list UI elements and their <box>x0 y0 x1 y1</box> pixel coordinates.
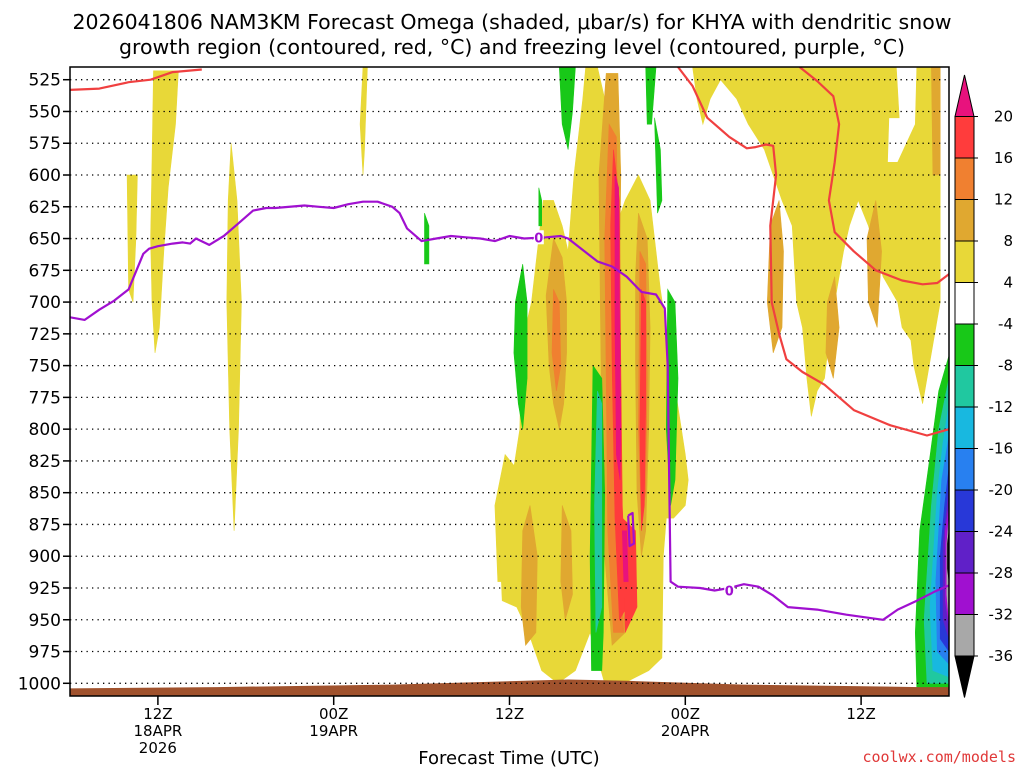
omega-region-22 <box>614 174 622 481</box>
terrain-fill <box>70 679 949 696</box>
terrain-layer <box>70 679 949 696</box>
contour-dgz-red-2 <box>677 67 949 437</box>
y-tick-label-900: 900 <box>29 547 61 567</box>
y-tick-label-750: 750 <box>29 357 61 377</box>
colorbar-label-13: -36 <box>989 647 1014 665</box>
y-tick-label-850: 850 <box>29 484 61 504</box>
colorbar-arrow-bottom <box>954 655 975 698</box>
x-tick-label-4-1: 12Z <box>846 705 875 723</box>
x-tick-label-1-1: 00Z <box>319 705 348 723</box>
y-tick-label-875: 875 <box>29 515 61 535</box>
y-tick-label-600: 600 <box>29 166 61 186</box>
omega-region-25 <box>538 187 543 227</box>
x-tick-label-0-2: 18APR <box>133 722 182 740</box>
colorbar-bin-9 <box>954 448 975 491</box>
colorbar-bin-4 <box>954 240 975 283</box>
omega-region-29 <box>654 117 663 214</box>
y-tick-label-1000: 1000 <box>18 674 61 694</box>
colorbar-bin-2 <box>954 157 975 200</box>
colorbar-bin-12 <box>954 572 975 615</box>
omega-shading <box>126 67 949 689</box>
colorbar-bin-6 <box>954 323 975 366</box>
colorbar-label-1: 16 <box>994 149 1013 167</box>
colorbar-label-9: -20 <box>989 481 1014 499</box>
colorbar-label-8: -16 <box>989 440 1014 458</box>
y-tick-label-975: 975 <box>29 643 61 663</box>
omega-region-3 <box>359 67 368 176</box>
chart-title-line2: growth region (contoured, red, °C) and f… <box>119 35 905 59</box>
omega-region-27 <box>513 263 528 430</box>
omega-region-24 <box>558 67 576 150</box>
contour-freezing-level-cell <box>627 511 636 548</box>
contour-label-bg-0 <box>533 230 544 245</box>
x-axis-title: Forecast Time (UTC) <box>418 748 599 768</box>
colorbar-label-5: -4 <box>998 315 1013 333</box>
credit-label: coolwx.com/models <box>862 748 1016 766</box>
colorbar-label-7: -12 <box>989 398 1014 416</box>
y-tick-label-675: 675 <box>29 261 61 281</box>
omega-region-26 <box>424 213 430 265</box>
y-tick-label-625: 625 <box>29 198 61 218</box>
grid-lines <box>70 79 949 684</box>
chart-title-line1: 2026041806 NAM3KM Forecast Omega (shaded… <box>72 10 951 34</box>
colorbar-bin-13 <box>954 614 975 657</box>
y-tick-label-775: 775 <box>29 388 61 408</box>
colorbar-bin-8 <box>954 406 975 449</box>
omega-region-13 <box>931 67 941 176</box>
colorbar-label-4: 4 <box>1003 274 1013 292</box>
colorbar-label-2: 12 <box>994 191 1013 209</box>
y-tick-label-525: 525 <box>29 71 61 91</box>
colorbar: 20 16 12 8 4 -4 -8 -12 -16 -20 -24 -28 -32 -36 <box>954 74 1014 698</box>
y-tick-label-725: 725 <box>29 325 61 345</box>
contour-dgz-red-1 <box>70 68 202 91</box>
colorbar-label-10: -24 <box>989 523 1014 541</box>
x-tick-label-0-1: 12Z <box>143 705 172 723</box>
colorbar-bin-7 <box>954 365 975 408</box>
y-tick-label-925: 925 <box>29 579 61 599</box>
omega-region-23 <box>621 530 629 582</box>
omega-region-20 <box>639 289 647 531</box>
colorbar-bin-10 <box>954 489 975 532</box>
omega-region-8 <box>520 505 538 646</box>
colorbar-bin-3 <box>954 199 975 242</box>
omega-region-1 <box>126 174 138 303</box>
colorbar-label-0: 20 <box>994 108 1013 126</box>
plot-area: 00 <box>70 67 949 696</box>
x-tick-label-0-3: 2026 <box>139 739 177 757</box>
contour-label-1: 0 <box>725 585 734 600</box>
y-tick-label-650: 650 <box>29 230 61 250</box>
y-tick-label-950: 950 <box>29 611 61 631</box>
contour-freezing-level <box>70 200 949 621</box>
y-tick-label-800: 800 <box>29 420 61 440</box>
omega-region-9 <box>560 505 573 620</box>
y-axis: 525 550 575 600 625 650 675 700 725 750 775 800 825 8… <box>18 71 70 694</box>
colorbar-bin-11 <box>954 531 975 574</box>
colorbar-label-6: -8 <box>998 357 1013 375</box>
contour-label-0: 0 <box>534 231 543 246</box>
colorbar-bin-5 <box>954 282 975 325</box>
contour-dgz-red-3 <box>798 67 949 286</box>
y-tick-label-575: 575 <box>29 134 61 154</box>
contour-label-bg-1 <box>724 583 735 598</box>
omega-region-28 <box>645 67 657 125</box>
x-tick-label-3-2: 20APR <box>661 722 710 740</box>
y-tick-label-700: 700 <box>29 293 61 313</box>
colorbar-bin-1 <box>954 116 975 159</box>
colorbar-label-3: 8 <box>1003 232 1013 250</box>
omega-region-6 <box>692 67 941 417</box>
omega-region-0 <box>150 70 179 353</box>
colorbar-arrow-top <box>954 74 975 117</box>
x-tick-label-2-1: 12Z <box>495 705 524 723</box>
x-tick-label-3-1: 00Z <box>671 705 700 723</box>
colorbar-label-11: -28 <box>989 564 1014 582</box>
y-tick-label-825: 825 <box>29 452 61 472</box>
contour-lines: 00 <box>70 67 949 621</box>
omega-region-2 <box>226 143 242 531</box>
omega-region-12 <box>866 200 882 328</box>
colorbar-label-12: -32 <box>989 606 1014 624</box>
y-tick-label-550: 550 <box>29 102 61 122</box>
x-tick-label-1-2: 19APR <box>309 722 358 740</box>
